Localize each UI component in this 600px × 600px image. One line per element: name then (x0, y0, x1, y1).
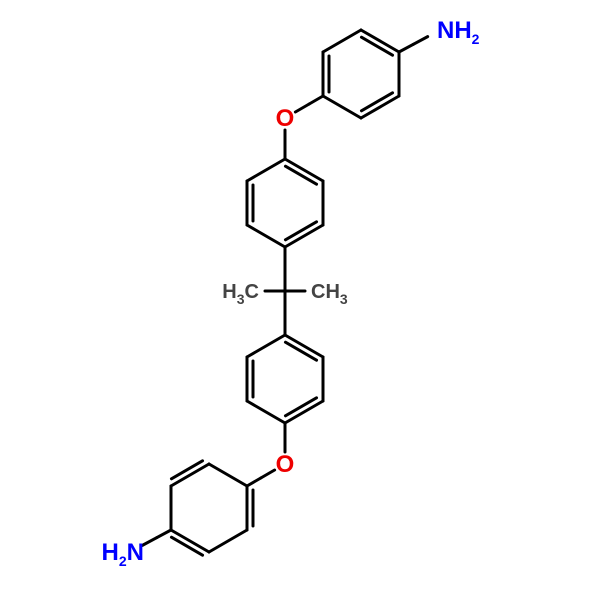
atom-label: H3C (222, 281, 259, 307)
atom-label: NH2 (437, 17, 480, 47)
atom-label: CH3 (311, 281, 348, 307)
molecule-diagram: O O NH2 H2N H3C CH3 (0, 0, 600, 600)
atom-label: H2N (102, 539, 144, 569)
atom-label: O (276, 105, 295, 132)
atom-label: O (276, 451, 295, 478)
